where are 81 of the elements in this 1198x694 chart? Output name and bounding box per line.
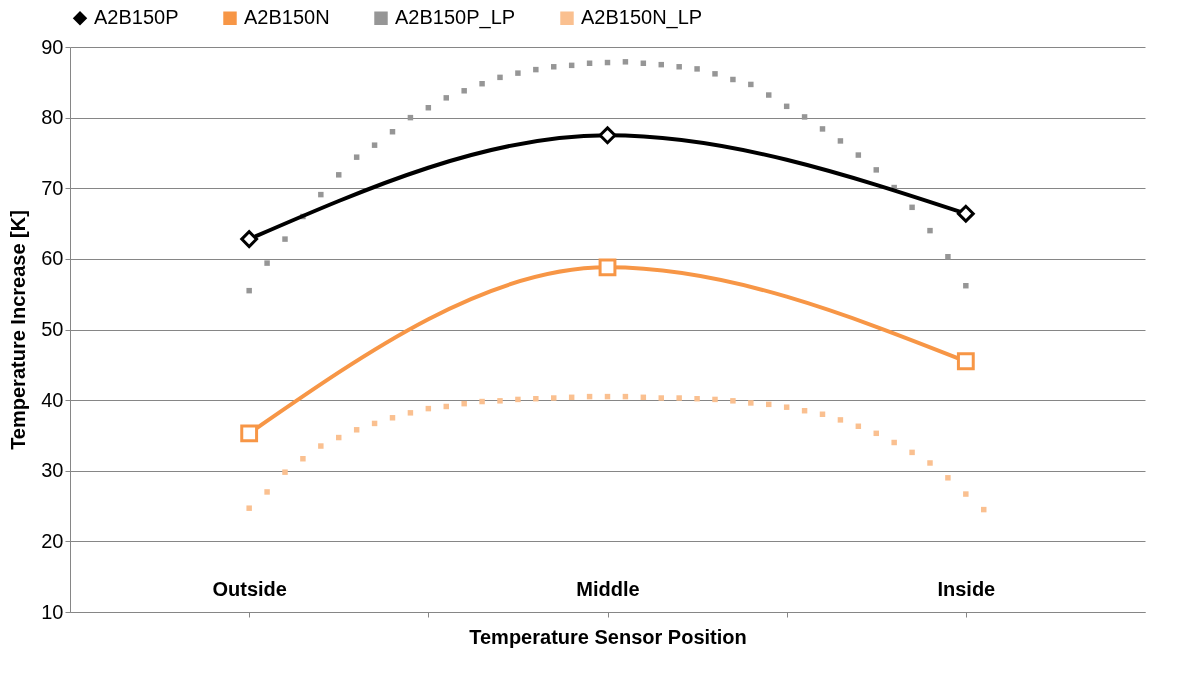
y-tick-label: 80 <box>41 106 64 129</box>
point <box>694 66 700 72</box>
point <box>748 81 754 88</box>
x-tick-label: Outside <box>212 577 287 600</box>
point <box>658 395 664 401</box>
point <box>246 505 252 511</box>
point <box>622 59 629 65</box>
point <box>282 469 288 475</box>
point <box>533 66 539 73</box>
point <box>515 70 521 76</box>
point <box>551 64 557 70</box>
y-tick-label: 10 <box>41 600 64 623</box>
point <box>443 95 449 101</box>
point <box>837 417 844 423</box>
point <box>927 460 933 466</box>
legend-label: A2B150N <box>244 6 330 29</box>
point <box>783 404 790 410</box>
point <box>945 475 951 481</box>
point <box>246 287 252 294</box>
point <box>676 64 682 70</box>
point <box>336 172 342 178</box>
point <box>479 398 485 405</box>
point <box>282 236 288 242</box>
point <box>264 260 270 266</box>
point <box>712 396 718 403</box>
y-tick-label: 60 <box>41 247 64 270</box>
point <box>598 126 617 145</box>
point <box>515 396 521 403</box>
y-tick-label: 90 <box>41 35 64 58</box>
x-tick-label: Middle <box>576 577 640 600</box>
point <box>819 126 826 132</box>
point <box>837 138 844 144</box>
point <box>240 424 259 443</box>
point <box>264 489 270 495</box>
point <box>676 395 682 401</box>
point <box>389 415 396 421</box>
point <box>371 142 378 148</box>
point <box>551 395 557 401</box>
point <box>956 352 975 371</box>
point <box>801 114 808 120</box>
point <box>533 395 539 402</box>
point <box>730 76 736 83</box>
y-axis-title: Temperature Increase [K] <box>7 210 30 450</box>
x-axis-title: Temperature Sensor Position <box>469 626 747 648</box>
point <box>461 400 467 407</box>
point <box>479 80 485 87</box>
y-tick-label: 70 <box>41 176 64 199</box>
point <box>598 258 617 277</box>
point <box>694 395 700 402</box>
point <box>407 410 414 416</box>
point <box>748 400 754 406</box>
y-tick-label: 20 <box>41 529 64 552</box>
point <box>461 88 467 94</box>
point <box>873 167 879 173</box>
y-tick-label: 30 <box>41 459 64 482</box>
point <box>909 449 915 456</box>
point <box>891 439 897 446</box>
point <box>766 92 772 98</box>
point <box>945 254 951 260</box>
point <box>855 152 862 158</box>
point <box>300 456 306 462</box>
point <box>927 227 933 234</box>
point <box>318 443 324 449</box>
point <box>353 154 360 160</box>
y-tick-label: 40 <box>41 388 64 411</box>
legend-label: A2B150P <box>94 6 179 29</box>
legend-label: A2B150P_LP <box>395 6 516 30</box>
point <box>497 398 503 404</box>
x-tick-label: Inside <box>937 577 996 600</box>
point <box>240 230 259 249</box>
point <box>497 74 503 81</box>
point <box>963 491 969 497</box>
point <box>730 398 736 404</box>
y-tick-label: 50 <box>41 318 64 340</box>
point <box>956 204 975 223</box>
point <box>712 71 718 77</box>
point <box>318 191 324 198</box>
point <box>353 427 360 433</box>
point <box>963 282 969 289</box>
point <box>909 204 915 211</box>
legend-label: A2B150N_LP <box>581 6 703 30</box>
